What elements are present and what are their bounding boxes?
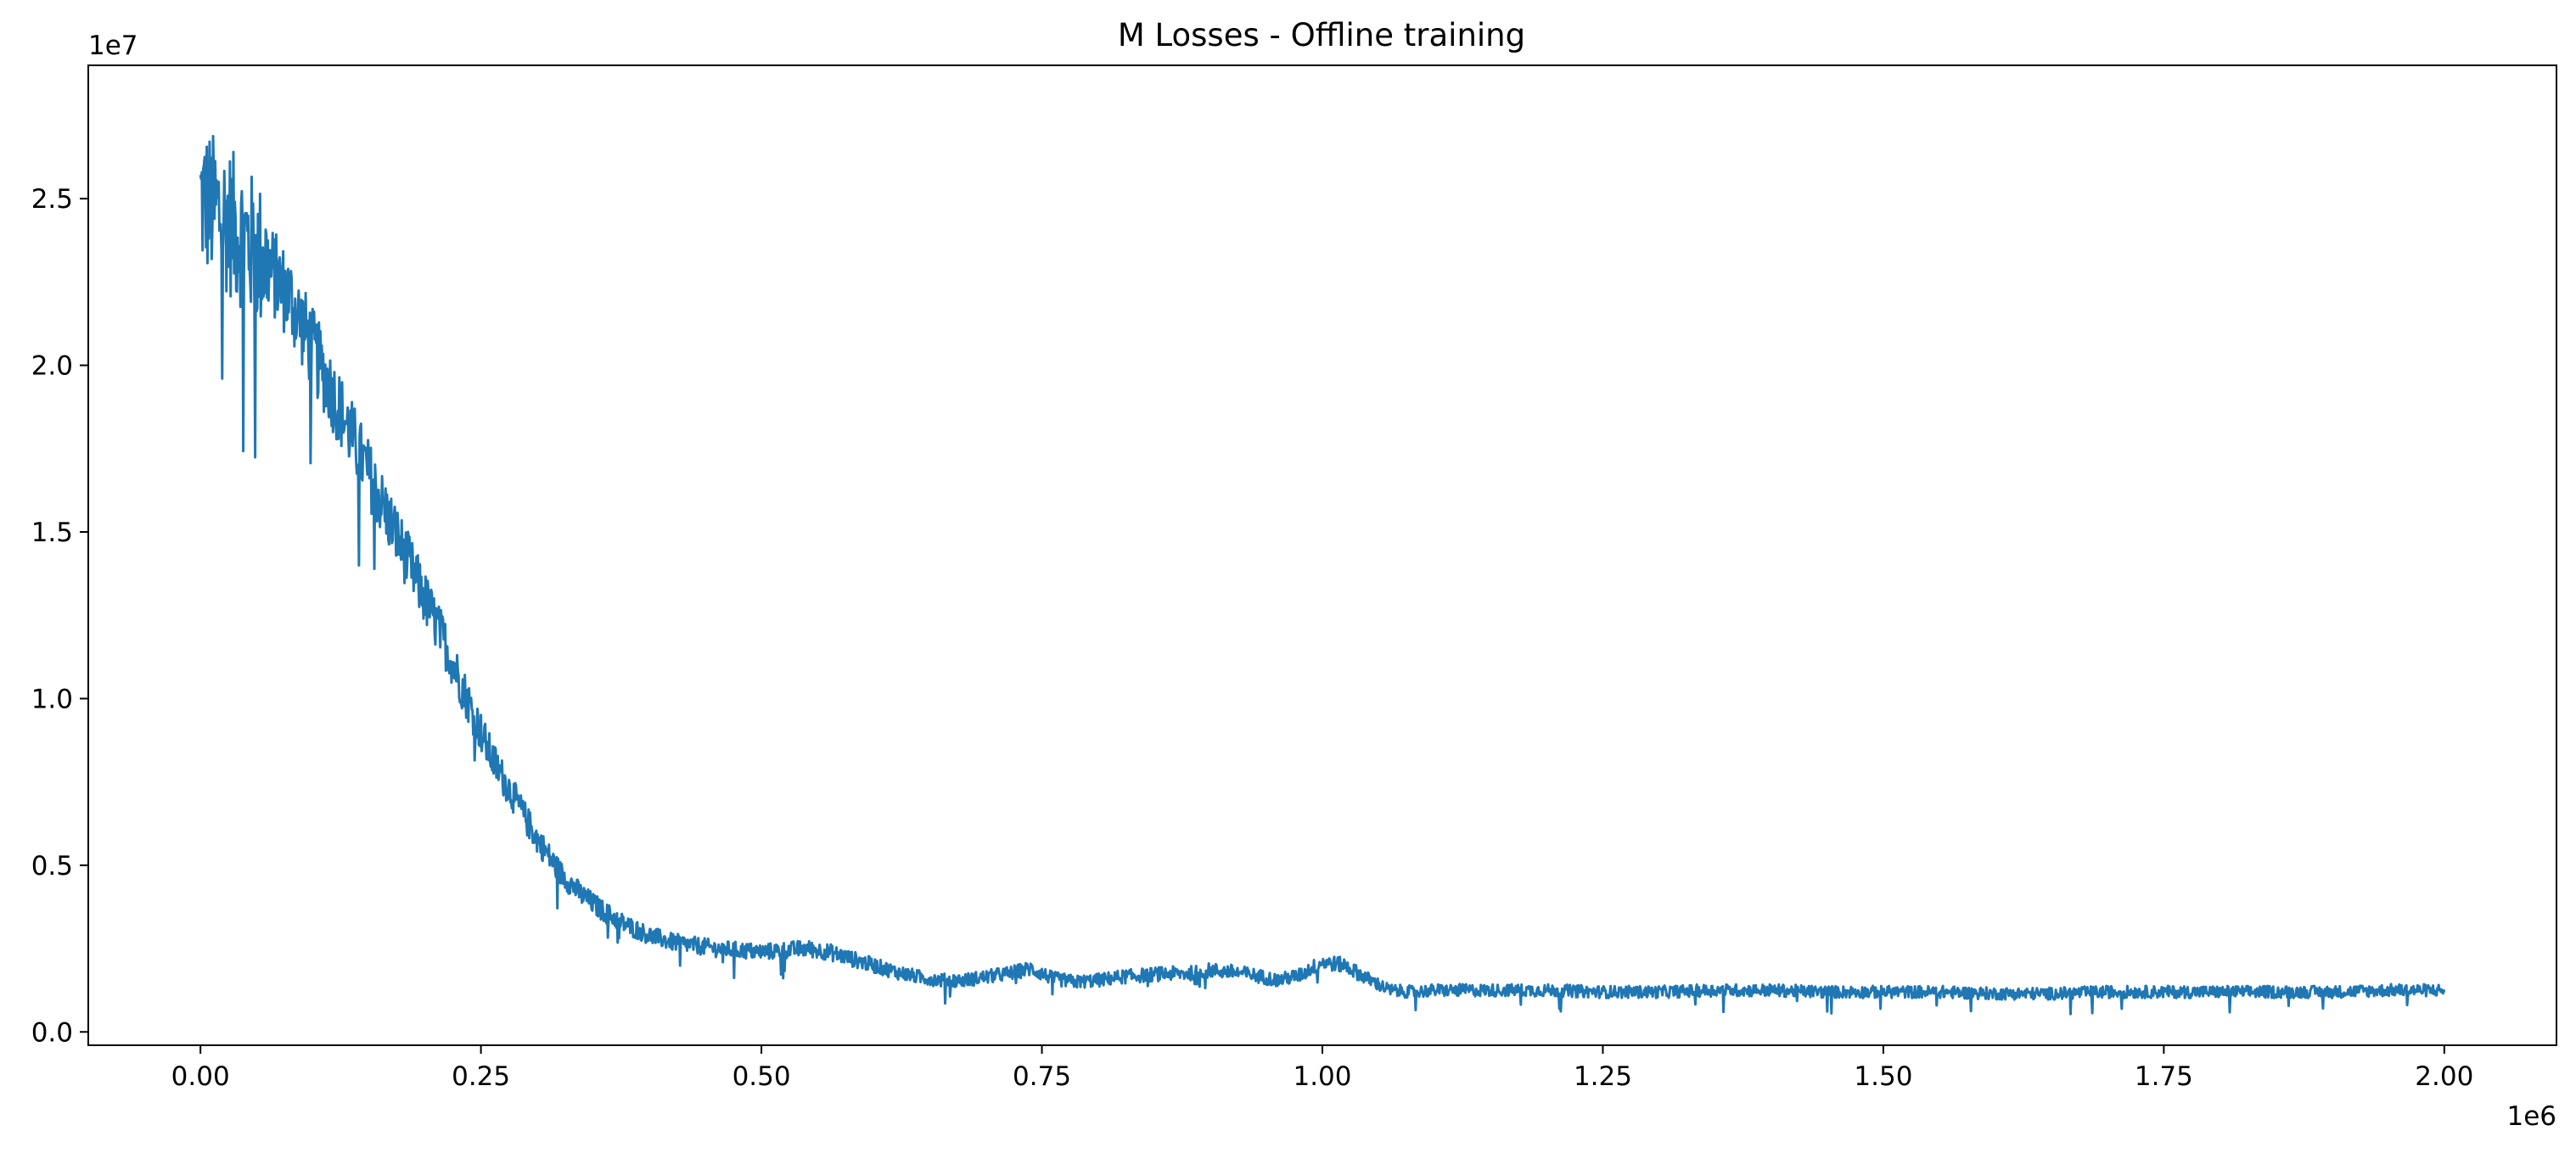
- y-tick-label: 0.5: [31, 851, 73, 882]
- y-tick-label: 0.0: [31, 1017, 73, 1048]
- y-offset-label: 1e7: [88, 31, 138, 61]
- x-tick-label: 0.25: [452, 1061, 510, 1092]
- x-tick-label: 0.00: [171, 1061, 230, 1092]
- y-tick-label: 1.5: [31, 518, 73, 548]
- x-tick-label: 0.50: [732, 1061, 791, 1092]
- plot-area: [199, 134, 2446, 1016]
- x-tick-label: 2.00: [2415, 1061, 2473, 1092]
- y-tick-label: 1.0: [31, 684, 73, 714]
- y-tick-label: 2.5: [31, 184, 73, 215]
- x-axis: 0.00 0.25 0.50 0.75 1.00 1.25 1.50 1.75 2.00: [171, 1045, 2473, 1092]
- x-tick-label: 1.75: [2135, 1061, 2193, 1092]
- loss-series-line: [199, 134, 2446, 1016]
- y-axis: 0.0 0.5 1.0 1.5 2.0 2.5: [31, 184, 88, 1048]
- x-tick-label: 1.00: [1293, 1061, 1351, 1092]
- x-tick-label: 1.50: [1854, 1061, 1912, 1092]
- x-tick-label: 1.25: [1574, 1061, 1632, 1092]
- x-offset-label: 1e6: [2506, 1101, 2556, 1132]
- chart-title: M Losses - Offline training: [1118, 17, 1525, 53]
- x-tick-label: 0.75: [1013, 1061, 1071, 1092]
- y-tick-label: 2.0: [31, 351, 73, 382]
